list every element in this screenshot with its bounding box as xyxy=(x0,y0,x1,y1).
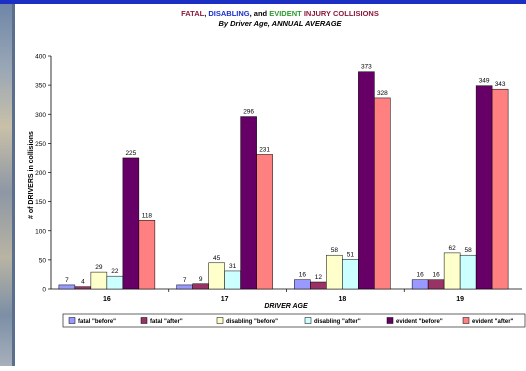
data-label: 343 xyxy=(495,81,506,88)
legend-swatch xyxy=(304,317,312,324)
bar xyxy=(459,254,477,290)
data-label: 231 xyxy=(259,146,270,153)
legend-label: disabling "before" xyxy=(226,319,278,325)
bar xyxy=(491,88,509,290)
bar xyxy=(342,259,359,290)
y-tick-label: 400 xyxy=(35,54,46,61)
data-label: 16 xyxy=(417,272,425,279)
y-tick-label: 0 xyxy=(42,287,46,294)
bar-chart: FATAL, DISABLING, and EVIDENT INJURY COL… xyxy=(28,9,526,328)
x-tick-label: 19 xyxy=(456,296,464,303)
y-tick-label: 50 xyxy=(39,257,47,264)
bar xyxy=(475,85,493,290)
legend-swatch xyxy=(462,317,470,324)
data-label: 349 xyxy=(479,78,490,85)
y-tick-label: 250 xyxy=(35,141,46,148)
bar xyxy=(427,279,445,290)
data-label: 328 xyxy=(377,90,388,97)
bar xyxy=(224,270,241,290)
chart-title: FATAL, DISABLING, and EVIDENT INJURY COL… xyxy=(181,9,379,18)
data-label: 225 xyxy=(125,150,136,157)
title-part: , and xyxy=(250,9,270,18)
chart-subtitle: By Driver Age, ANNUAL AVERAGE xyxy=(218,19,342,28)
bar xyxy=(240,116,257,290)
bar xyxy=(90,271,108,290)
data-label: 7 xyxy=(65,277,69,284)
legend-box xyxy=(62,313,526,328)
bar xyxy=(192,283,209,290)
bar xyxy=(310,281,327,290)
legend-label: evident "before" xyxy=(396,319,443,325)
top-accent-bar xyxy=(0,0,526,4)
data-label: 12 xyxy=(315,274,323,281)
data-label: 29 xyxy=(95,264,103,271)
data-label: 45 xyxy=(213,255,221,262)
x-tick-label: 16 xyxy=(103,296,111,303)
bar xyxy=(58,284,76,290)
legend-label: disabling "after" xyxy=(314,319,361,325)
data-label: 22 xyxy=(111,268,119,275)
bar xyxy=(256,154,273,290)
data-label: 4 xyxy=(81,279,85,286)
bar xyxy=(106,275,124,290)
data-label: 31 xyxy=(229,263,237,270)
chart-area: FATAL, DISABLING, and EVIDENT INJURY COL… xyxy=(15,4,526,371)
x-tick-label: 17 xyxy=(221,296,229,303)
title-part: INJURY COLLISIONS xyxy=(302,9,379,18)
legend-label: fatal "before" xyxy=(78,319,116,325)
data-label: 58 xyxy=(331,247,339,254)
data-label: 58 xyxy=(465,247,473,254)
title-part: , xyxy=(204,9,208,18)
data-label: 16 xyxy=(299,272,307,279)
bar xyxy=(411,279,429,290)
y-tick-label: 100 xyxy=(35,228,46,235)
bar xyxy=(138,220,156,290)
data-label: 7 xyxy=(183,277,187,284)
data-label: 62 xyxy=(449,245,457,252)
bar xyxy=(326,254,343,290)
y-tick-label: 200 xyxy=(35,170,46,177)
legend-swatch xyxy=(216,317,224,324)
title-part: DISABLING xyxy=(208,9,249,18)
y-tick-label: 300 xyxy=(35,112,46,119)
title-part: FATAL xyxy=(181,9,204,18)
bar xyxy=(122,157,140,290)
x-tick-label: 18 xyxy=(338,296,346,303)
data-label: 51 xyxy=(347,251,355,258)
bar xyxy=(443,252,461,290)
background-photo-strip xyxy=(0,4,12,366)
data-label: 9 xyxy=(199,276,203,283)
bar xyxy=(374,97,391,290)
bar xyxy=(294,279,311,290)
data-label: 296 xyxy=(243,109,254,116)
bar xyxy=(358,71,375,290)
x-axis-label: DRIVER AGE xyxy=(264,303,308,310)
data-label: 16 xyxy=(433,272,441,279)
y-tick-label: 350 xyxy=(35,83,46,90)
data-label: 118 xyxy=(142,212,153,219)
legend-label: evident "after" xyxy=(472,319,514,325)
bar xyxy=(176,284,193,290)
data-label: 373 xyxy=(361,64,372,71)
background-photo-edge xyxy=(12,4,15,366)
title-part: EVIDENT xyxy=(269,9,302,18)
y-axis-label: # of DRIVERS in collisions xyxy=(28,131,35,219)
bar xyxy=(74,286,92,290)
legend-swatch xyxy=(68,317,76,324)
bar xyxy=(208,262,225,290)
legend-swatch xyxy=(386,317,394,324)
y-tick-label: 150 xyxy=(35,199,46,206)
legend-swatch xyxy=(140,317,148,324)
legend-label: fatal "after" xyxy=(150,319,183,325)
